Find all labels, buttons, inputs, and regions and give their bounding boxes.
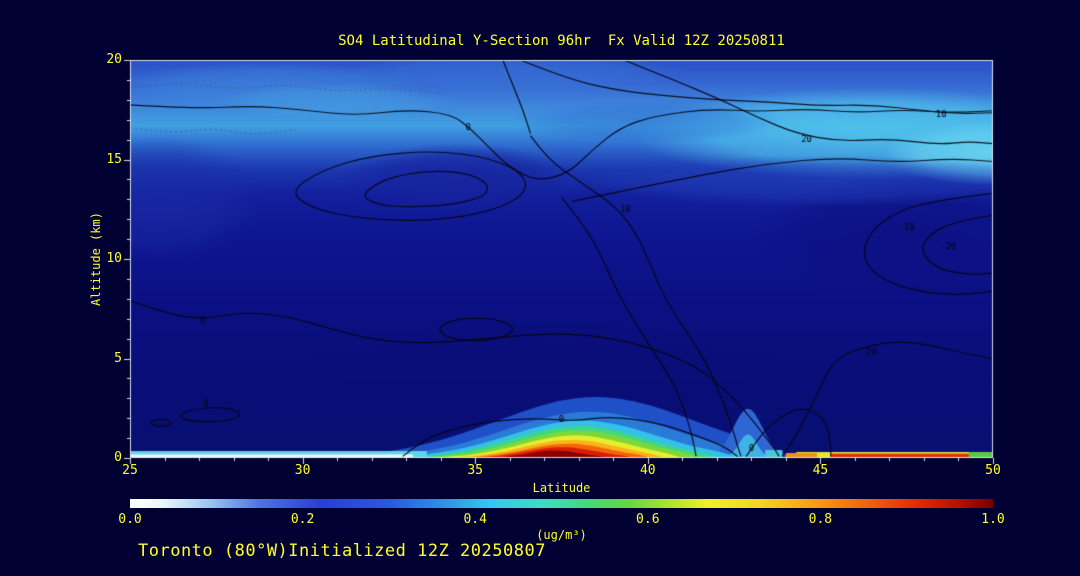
y-tick-label: 10 [106, 251, 122, 266]
colorbar [130, 499, 993, 508]
x-tick-label: 50 [985, 463, 1001, 478]
init-info-text: Toronto (80°W)Initialized 12Z 20250807 [138, 541, 546, 561]
x-tick-label: 35 [467, 463, 484, 478]
colorbar-tick-label: 0.4 [463, 512, 487, 527]
colorbar-tick-label: 1.0 [981, 512, 1005, 527]
colorbar-units-label: (ug/m³) [536, 528, 587, 542]
x-axis-label: Latitude [532, 481, 591, 495]
colorbar-tick-label: 0.6 [636, 512, 660, 527]
colorbar-tick-label: 0.0 [118, 512, 142, 527]
y-tick-label: 15 [106, 151, 122, 167]
x-tick-label: 45 [812, 463, 829, 478]
x-tick-label: 40 [639, 463, 656, 478]
y-tick-label: 0 [114, 450, 122, 465]
field-canvas [114, 54, 998, 466]
x-tick-label: 25 [122, 463, 138, 478]
y-tick-label: 20 [106, 52, 122, 67]
y-tick-label: 5 [114, 350, 122, 366]
colorbar-tick-label: 0.2 [290, 512, 315, 527]
chart-title: SO4 Latitudinal Y-Section 96hr Fx Valid … [338, 33, 785, 49]
x-tick-label: 30 [294, 463, 311, 478]
colorbar-tick-label: 0.8 [808, 512, 833, 527]
